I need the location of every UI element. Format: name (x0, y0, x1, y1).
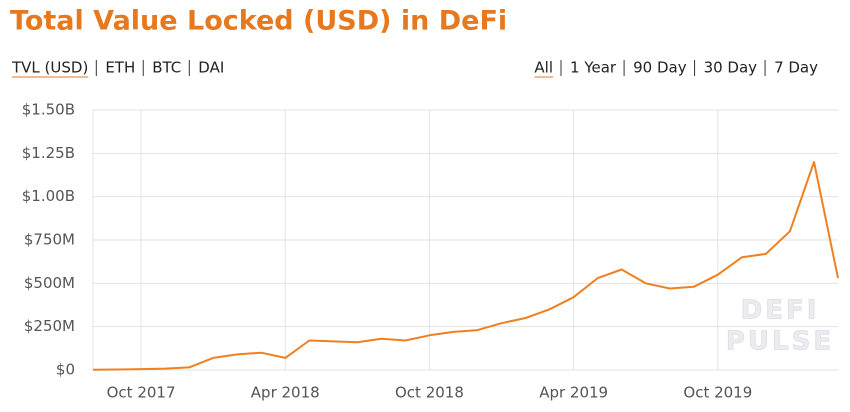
tvl-line (92, 161, 839, 371)
y-tick-label: $500M (24, 274, 75, 292)
watermark-text: DEFI (741, 296, 820, 326)
range-tab[interactable]: 90 Day (633, 59, 687, 77)
y-tick-label: $1.25B (22, 144, 75, 162)
x-tick-label: Oct 2019 (683, 384, 752, 402)
plot (92, 161, 839, 371)
y-tick-label: $1.00B (22, 187, 75, 205)
range-tab[interactable]: All (534, 59, 553, 77)
y-tick-label: $1.50B (22, 101, 75, 119)
metric-tab[interactable]: ETH (105, 59, 135, 77)
y-tick-label: $250M (24, 317, 75, 335)
grid: $0 $250M $500M $750M $1.00B $1.25B $1.50B Oct 2… (22, 101, 838, 402)
range-tab[interactable]: 1 Year (570, 59, 617, 77)
watermark-text: PULSE (726, 327, 834, 357)
page-title: Total Value Locked (USD) in DeFi (10, 6, 507, 37)
nav: TVL (USD) ETH BTC DAI All 1 Year 90 Day 30 Day 7… (11, 59, 818, 78)
metric-tab[interactable]: TVL (USD) (11, 59, 88, 77)
range-tab[interactable]: 7 Day (774, 59, 818, 77)
metric-tab[interactable]: DAI (198, 59, 224, 77)
metric-tab[interactable]: BTC (152, 59, 181, 77)
y-tick-label: $750M (24, 231, 75, 249)
y-tick-label: $0 (56, 361, 75, 379)
x-tick-label: Apr 2018 (251, 384, 320, 402)
x-tick-label: Oct 2018 (395, 384, 464, 402)
range-tab[interactable]: 30 Day (704, 59, 758, 77)
x-tick-label: Oct 2017 (107, 384, 176, 402)
x-tick-label: Apr 2019 (539, 384, 608, 402)
